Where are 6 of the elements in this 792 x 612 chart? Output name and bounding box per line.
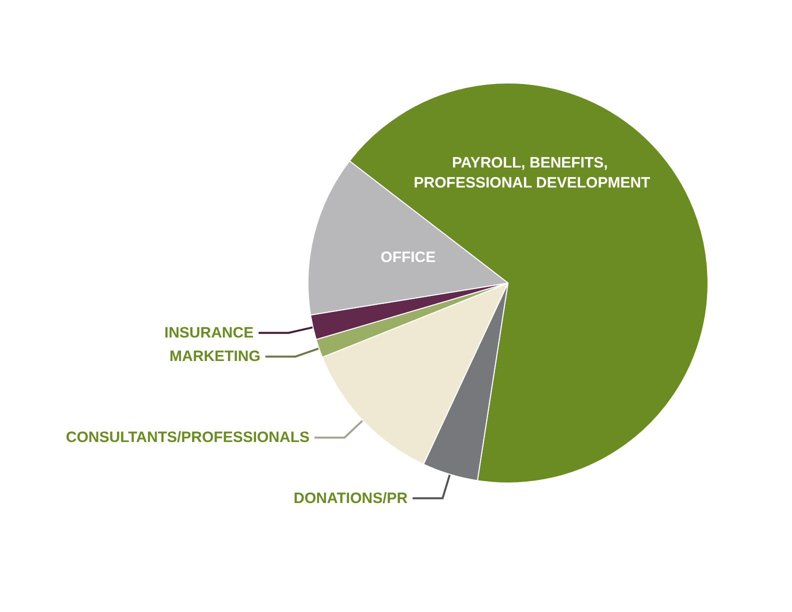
slice-label: CONSULTANTS/PROFESSIONALS — [66, 429, 310, 446]
slice-label: PAYROLL, BENEFITS, PROFESSIONAL DEVELOPMENT — [414, 154, 650, 192]
slice-label: INSURANCE — [164, 324, 254, 342]
slice-label: DONATIONS/PR — [294, 490, 408, 507]
slice-label: MARKETING — [170, 348, 260, 366]
slice-label: OFFICE — [380, 249, 436, 266]
